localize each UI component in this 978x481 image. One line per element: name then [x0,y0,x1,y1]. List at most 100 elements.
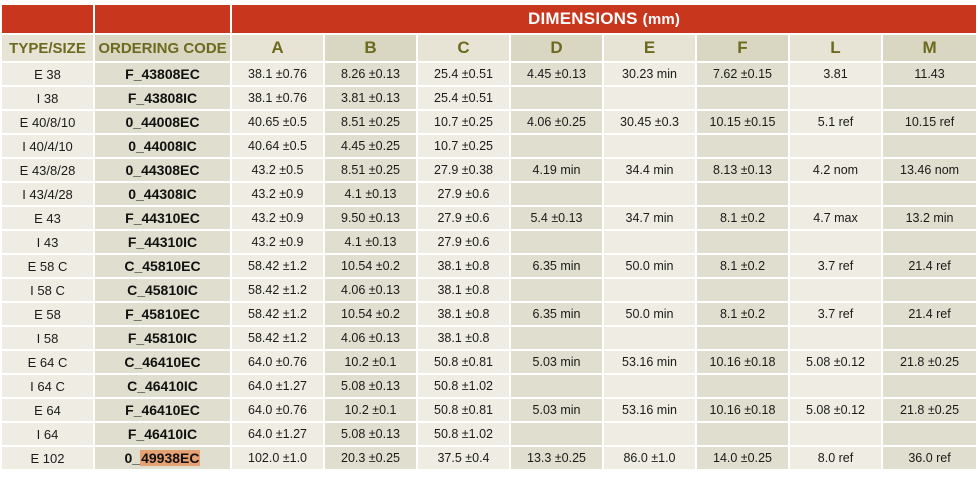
dim-l-cell: 3.7 ref [788,301,883,327]
dim-a-cell: 64.0 ±0.76 [230,349,325,375]
dim-m-cell [880,373,978,399]
header-band: DIMENSIONS (mm) [0,3,978,35]
dim-m-cell: 11.43 [880,61,978,87]
dimensions-unit: (mm) [642,11,681,28]
dim-c-cell: 38.1 ±0.8 [416,301,511,327]
ordering-code-cell: F_43808EC [93,61,232,87]
dim-l-cell [788,325,883,351]
dim-b-cell: 10.54 ±0.2 [323,253,418,279]
col-header-l: L [788,33,883,63]
dim-m-cell: 21.8 ±0.25 [880,349,978,375]
col-header-m: M [880,33,978,63]
dim-f-cell [695,325,790,351]
dimensions-table: DIMENSIONS (mm) TYPE/SIZE ORDERING CODE … [0,3,978,471]
dim-e-cell [602,373,697,399]
dim-l-cell [788,421,883,447]
dim-d-cell: 6.35 min [509,253,604,279]
dim-l-cell: 3.81 [788,61,883,87]
dim-m-cell [880,229,978,255]
dim-l-cell: 4.7 max [788,205,883,231]
dim-a-cell: 64.0 ±0.76 [230,397,325,423]
dim-m-cell: 13.46 nom [880,157,978,183]
dim-f-cell [695,229,790,255]
dim-d-cell [509,277,604,303]
dim-m-cell: 36.0 ref [880,445,978,471]
type-size-cell: I 58 [0,325,95,351]
table-row: I 38 F_43808IC 38.1 ±0.76 3.81 ±0.13 25.4 ±0… [0,85,978,111]
dim-c-cell: 50.8 ±0.81 [416,397,511,423]
dim-b-cell: 4.1 ±0.13 [323,229,418,255]
dim-d-cell: 13.3 ±0.25 [509,445,604,471]
dim-a-cell: 40.64 ±0.5 [230,133,325,159]
dim-m-cell: 10.15 ref [880,109,978,135]
dim-f-cell [695,133,790,159]
header-band-blank-1 [0,3,95,35]
dim-c-cell: 27.9 ±0.6 [416,205,511,231]
dim-d-cell: 5.4 ±0.13 [509,205,604,231]
dim-b-cell: 4.06 ±0.13 [323,325,418,351]
dim-e-cell: 50.0 min [602,253,697,279]
dim-c-cell: 10.7 ±0.25 [416,109,511,135]
dim-b-cell: 8.51 ±0.25 [323,157,418,183]
dim-e-cell: 50.0 min [602,301,697,327]
ordering-code-cell: F_46410EC [93,397,232,423]
dim-d-cell: 6.35 min [509,301,604,327]
dim-c-cell: 10.7 ±0.25 [416,133,511,159]
dim-e-cell [602,229,697,255]
dim-b-cell: 4.45 ±0.25 [323,133,418,159]
table-row: E 40/8/10 0_44008EC 40.65 ±0.5 8.51 ±0.25 10… [0,109,978,135]
ordering-code-cell: F_45810EC [93,301,232,327]
col-header-type-size: TYPE/SIZE [0,33,95,63]
type-size-cell: I 64 C [0,373,95,399]
ordering-code-highlight: 49938EC [140,450,201,466]
table-row: E 58 C C_45810EC 58.42 ±1.2 10.54 ±0.2 38.1 … [0,253,978,279]
dim-l-cell: 8.0 ref [788,445,883,471]
dim-l-cell: 4.2 nom [788,157,883,183]
dim-c-cell: 27.9 ±0.6 [416,229,511,255]
dim-d-cell [509,85,604,111]
dim-d-cell: 5.03 min [509,397,604,423]
table-row: E 64 C C_46410EC 64.0 ±0.76 10.2 ±0.1 50.8 ±… [0,349,978,375]
dim-e-cell: 34.4 min [602,157,697,183]
ordering-code-cell: F_44310IC [93,229,232,255]
dim-a-cell: 102.0 ±1.0 [230,445,325,471]
dim-a-cell: 58.42 ±1.2 [230,277,325,303]
dim-c-cell: 50.8 ±1.02 [416,373,511,399]
dim-a-cell: 38.1 ±0.76 [230,85,325,111]
dim-e-cell: 53.16 min [602,349,697,375]
dim-f-cell: 14.0 ±0.25 [695,445,790,471]
dim-d-cell: 4.06 ±0.25 [509,109,604,135]
type-size-cell: E 43 [0,205,95,231]
dim-m-cell: 13.2 min [880,205,978,231]
dim-e-cell [602,421,697,447]
dim-f-cell: 8.13 ±0.13 [695,157,790,183]
dim-f-cell: 10.16 ±0.18 [695,397,790,423]
dim-c-cell: 38.1 ±0.8 [416,253,511,279]
type-size-cell: E 64 [0,397,95,423]
col-header-c: C [416,33,511,63]
dim-m-cell: 21.4 ref [880,253,978,279]
dim-f-cell [695,181,790,207]
dim-b-cell: 20.3 ±0.25 [323,445,418,471]
table-row: E 64 F_46410EC 64.0 ±0.76 10.2 ±0.1 50.8 ±0.… [0,397,978,423]
type-size-cell: I 64 [0,421,95,447]
dim-c-cell: 50.8 ±1.02 [416,421,511,447]
dim-m-cell [880,325,978,351]
dim-a-cell: 40.65 ±0.5 [230,109,325,135]
ordering-code-cell: F_43808IC [93,85,232,111]
dim-l-cell: 5.1 ref [788,109,883,135]
dim-d-cell [509,325,604,351]
ordering-code-cell: C_45810EC [93,253,232,279]
dim-l-cell: 5.08 ±0.12 [788,397,883,423]
dim-m-cell [880,85,978,111]
dim-b-cell: 8.51 ±0.25 [323,109,418,135]
dim-f-cell [695,421,790,447]
dim-e-cell [602,133,697,159]
dim-f-cell: 8.1 ±0.2 [695,301,790,327]
type-size-cell: E 64 C [0,349,95,375]
header-band-blank-2 [93,3,232,35]
dim-d-cell [509,421,604,447]
dim-b-cell: 5.08 ±0.13 [323,373,418,399]
table-row: I 58 C C_45810IC 58.42 ±1.2 4.06 ±0.13 38.1 … [0,277,978,303]
dim-l-cell [788,373,883,399]
